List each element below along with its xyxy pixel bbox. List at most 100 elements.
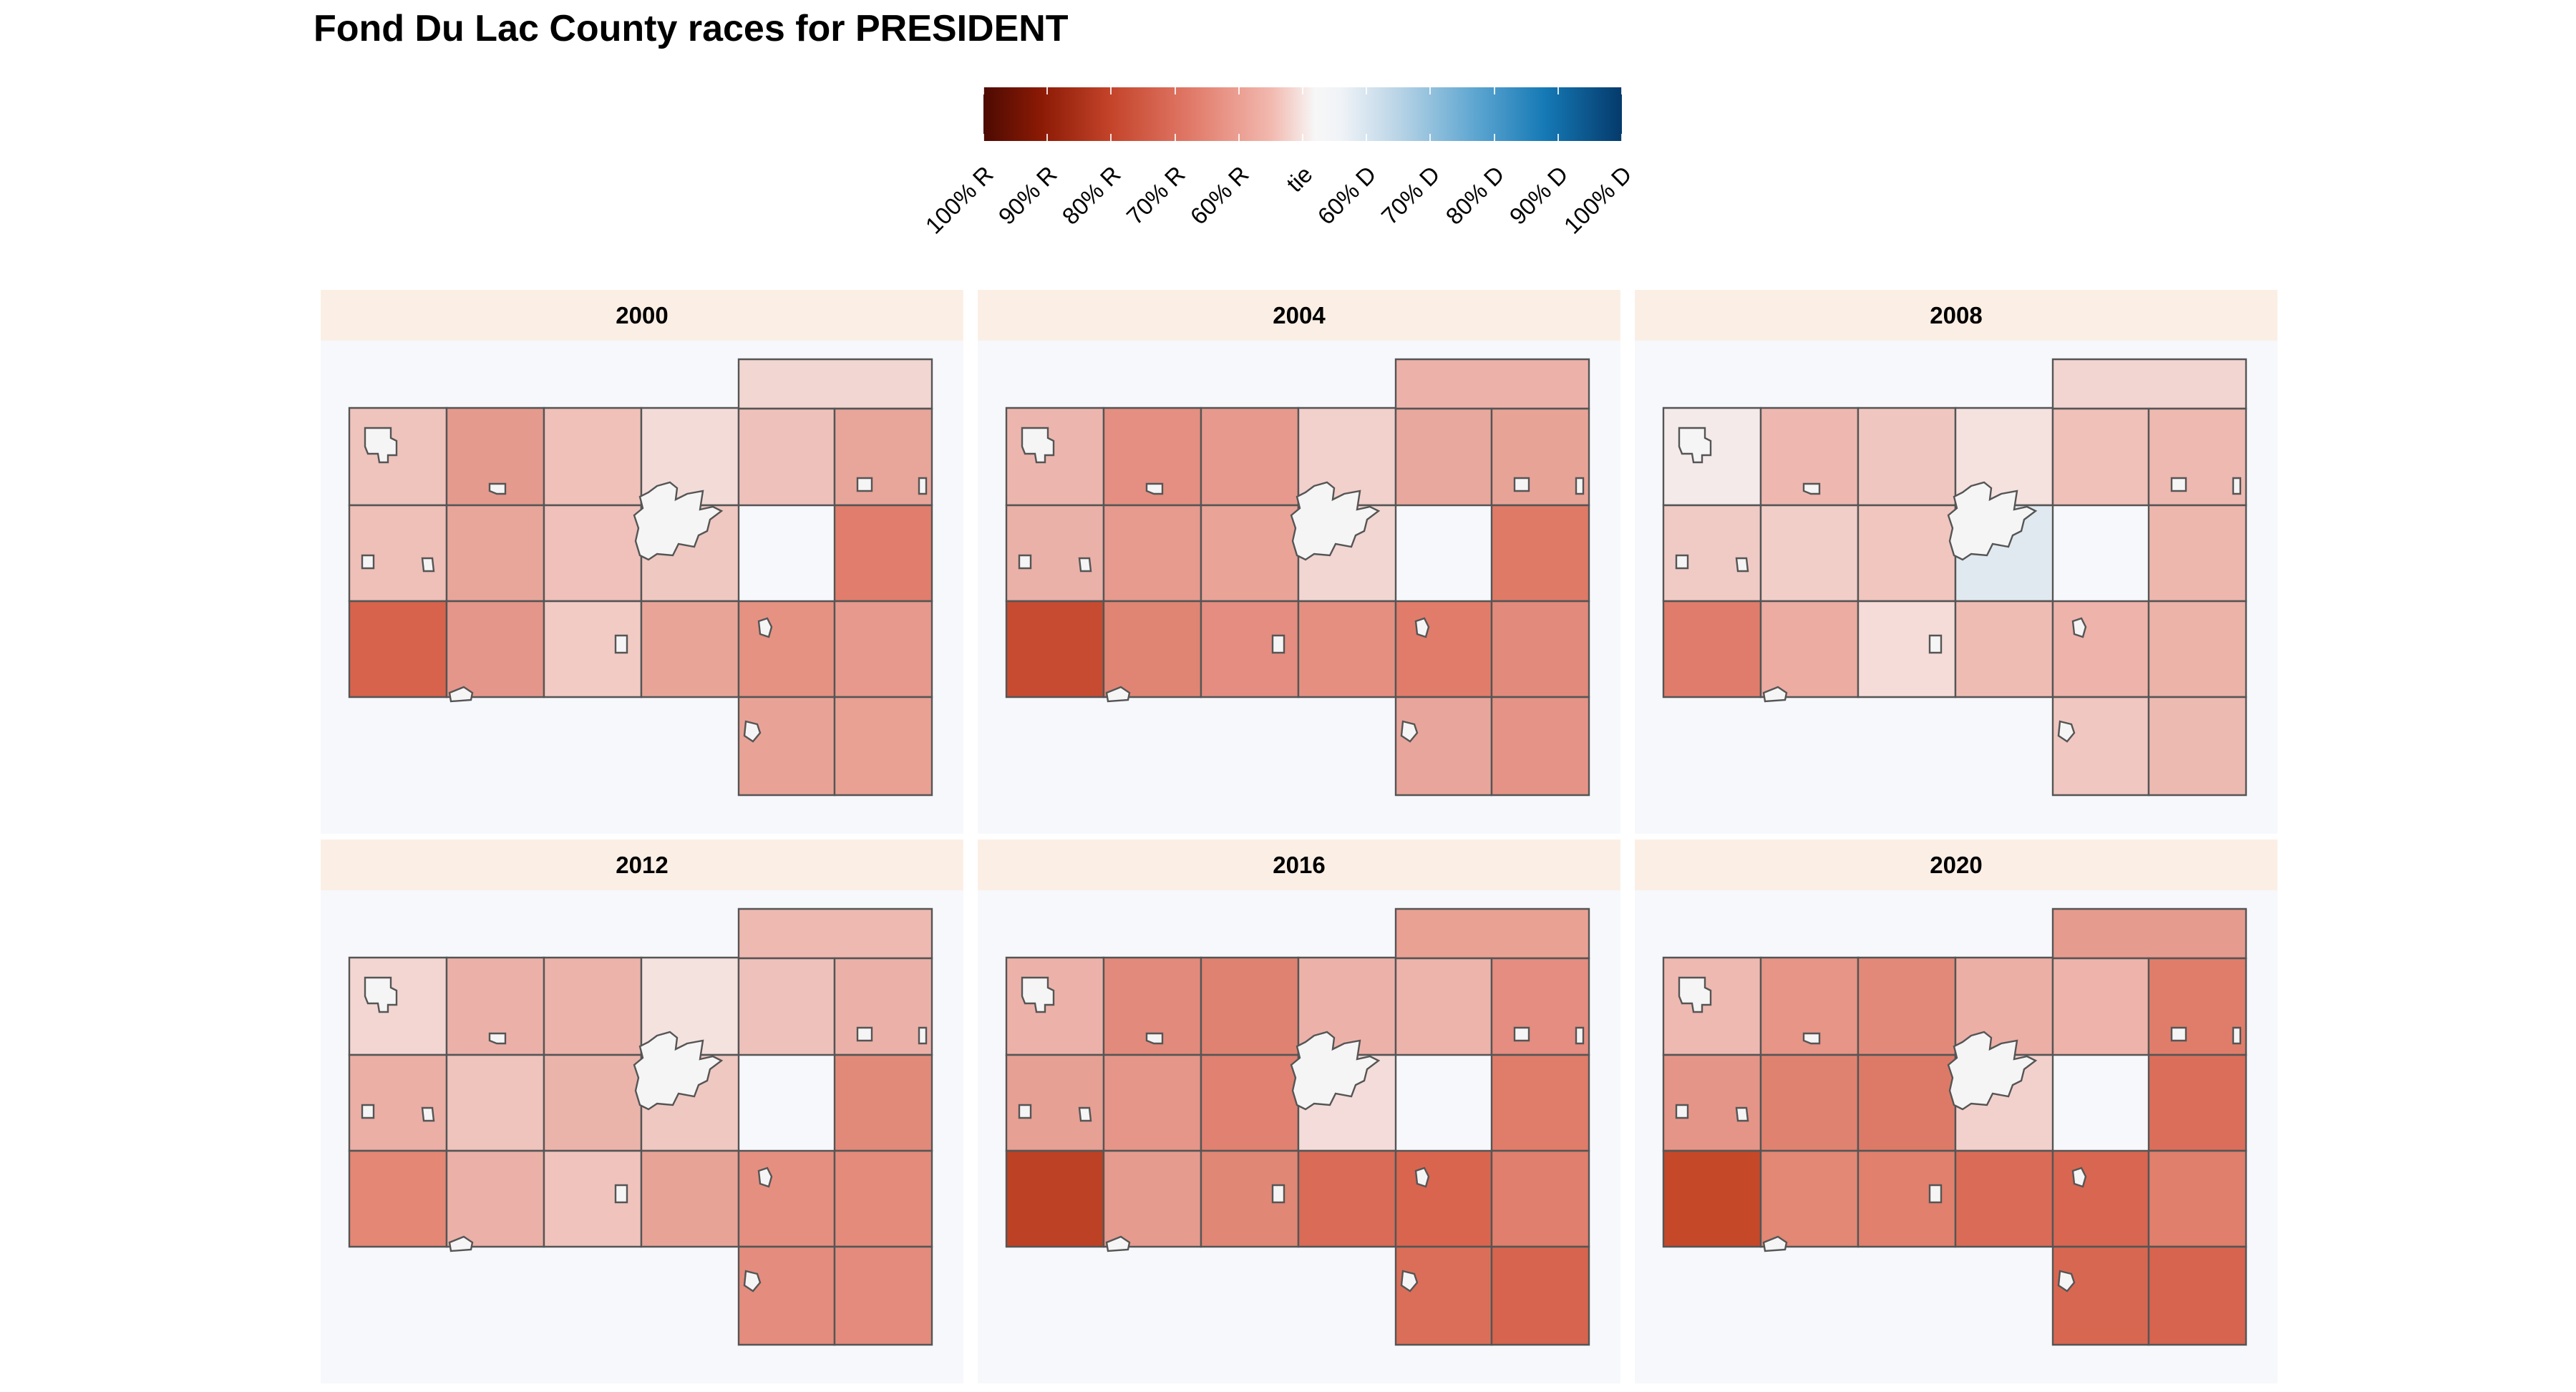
township-region	[1394, 358, 1590, 410]
township-region	[543, 956, 643, 1056]
township-region	[1490, 957, 1590, 1056]
city-region	[1947, 1031, 2038, 1111]
township-region	[1102, 1053, 1202, 1152]
township-region	[2051, 907, 2247, 960]
legend-tick-label: 70% D	[1376, 160, 1446, 230]
panel-year-label: 2008	[1635, 290, 2278, 341]
legend-tick-mark	[1557, 87, 1559, 94]
panel-year-label: 2020	[1635, 839, 2278, 890]
village-region	[1735, 1106, 1749, 1122]
township-region	[1394, 907, 1590, 960]
legend-tick-mark	[1046, 87, 1049, 94]
township-region	[2051, 358, 2247, 410]
township-region	[833, 696, 933, 797]
legend-tick-mark	[1302, 134, 1303, 141]
township-region	[1394, 600, 1493, 699]
township-region	[1394, 407, 1493, 507]
township-region	[1759, 600, 1860, 699]
township-region	[1662, 504, 1762, 603]
village-region	[2170, 477, 2187, 492]
legend-tick-label: 80% D	[1440, 160, 1510, 230]
township-region	[1759, 1053, 1860, 1152]
village-region	[1078, 557, 1092, 573]
legend-tick-mark	[1366, 87, 1368, 94]
township-region	[1490, 696, 1590, 797]
township-region	[640, 1149, 740, 1248]
township-region	[640, 600, 740, 699]
village-region	[1675, 554, 1689, 570]
township-region	[1490, 1053, 1590, 1152]
legend-tick-label: 100% R	[920, 160, 998, 239]
township-region	[348, 504, 448, 603]
township-region	[833, 1245, 933, 1346]
township-region	[2051, 1245, 2150, 1346]
village-region	[2232, 1026, 2242, 1045]
village-region	[1400, 720, 1419, 743]
township-region	[2147, 1245, 2247, 1346]
township-region	[445, 1053, 545, 1152]
township-region	[2147, 1053, 2247, 1152]
township-region	[348, 600, 448, 699]
village-region	[1928, 1184, 1943, 1204]
village-region	[757, 617, 773, 638]
village-region	[361, 554, 375, 570]
township-region	[2051, 407, 2150, 507]
village-region	[856, 477, 873, 492]
village-region	[1513, 477, 1530, 492]
township-region	[833, 504, 933, 603]
township-region	[737, 1245, 836, 1346]
township-region	[1297, 1149, 1397, 1248]
township-region	[2147, 1149, 2247, 1248]
village-region	[1021, 427, 1055, 464]
map-panel-2000: 2000	[321, 290, 963, 834]
township-region	[445, 1149, 545, 1248]
county-map	[348, 907, 933, 1346]
village-region	[614, 634, 628, 654]
township-region	[1759, 1149, 1860, 1248]
village-region	[1400, 1270, 1419, 1293]
township-region	[1954, 600, 2054, 699]
village-region	[757, 1167, 773, 1188]
township-region	[737, 358, 933, 410]
village-region	[918, 477, 928, 495]
village-region	[1513, 1026, 1530, 1042]
village-region	[448, 686, 474, 703]
village-region	[614, 1184, 628, 1204]
city-region	[633, 1031, 724, 1111]
village-region	[488, 1032, 507, 1045]
township-region	[2147, 600, 2247, 699]
legend-tick-label: 60% R	[1185, 160, 1254, 230]
township-region	[737, 1149, 836, 1248]
village-region	[2232, 477, 2242, 495]
township-region	[1102, 600, 1202, 699]
township-region	[1005, 407, 1105, 507]
township-region	[2147, 957, 2247, 1056]
township-region	[1394, 1149, 1493, 1248]
township-region	[1662, 600, 1762, 699]
legend-tick-mark	[1046, 134, 1049, 141]
legend-tick-label: 80% R	[1056, 160, 1127, 230]
township-region	[2051, 957, 2150, 1056]
township-region	[1102, 1149, 1202, 1248]
village-region	[856, 1026, 873, 1042]
city-region	[1290, 481, 1381, 561]
township-region	[1857, 956, 1957, 1056]
village-region	[364, 976, 398, 1013]
township-region	[445, 600, 545, 699]
village-region	[1021, 976, 1055, 1013]
township-region	[1005, 504, 1105, 603]
township-region	[2147, 407, 2247, 507]
township-region	[1954, 1149, 2054, 1248]
village-region	[2170, 1026, 2187, 1042]
township-region	[1005, 1149, 1105, 1248]
township-region	[737, 600, 836, 699]
village-region	[1802, 482, 1821, 495]
legend-tick-label: 60% D	[1312, 160, 1381, 230]
map-panel-2012: 2012	[321, 839, 963, 1383]
village-region	[1145, 482, 1164, 495]
map-panel-2020: 2020	[1635, 839, 2278, 1383]
legend-tick-mark	[1174, 87, 1176, 94]
township-region	[737, 957, 836, 1056]
village-region	[1802, 1032, 1821, 1045]
legend-tick-mark	[983, 87, 984, 94]
